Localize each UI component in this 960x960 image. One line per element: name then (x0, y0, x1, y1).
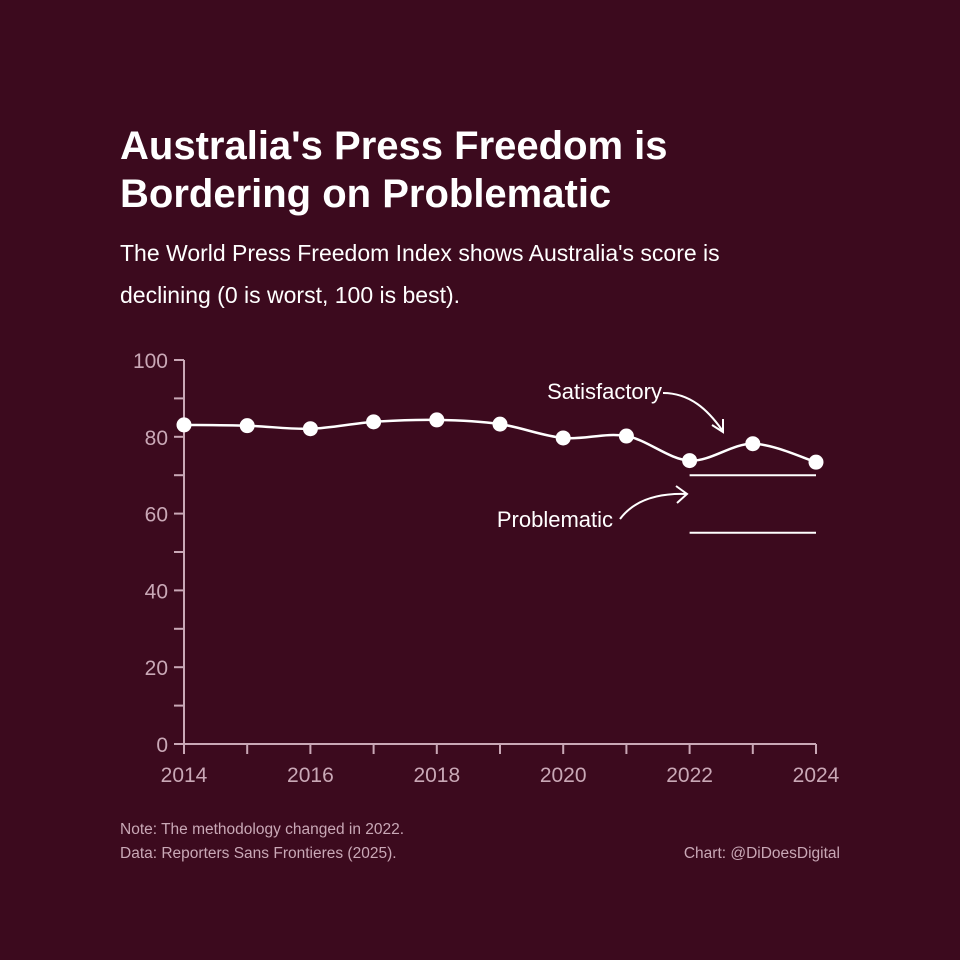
chart-subtitle-line-1: The World Press Freedom Index shows Aust… (120, 240, 720, 266)
chart-title-line-1: Australia's Press Freedom is (120, 124, 668, 168)
y-tick-label-80: 80 (145, 427, 168, 450)
data-point-2016 (302, 421, 318, 437)
data-point-2024 (808, 454, 824, 470)
x-tick-label-2018: 2018 (413, 764, 460, 787)
chart-title-line-2: Bordering on Problematic (120, 172, 612, 216)
data-point-2014 (176, 417, 192, 433)
data-point-2023 (745, 436, 761, 452)
chart-subtitle-line-2: declining (0 is worst, 100 is best). (120, 282, 461, 308)
data-point-2017 (366, 414, 382, 430)
series (176, 412, 824, 470)
y-tick-label-20: 20 (145, 657, 168, 680)
x-tick-label-2016: 2016 (287, 764, 334, 787)
x-tick-label-2022: 2022 (666, 764, 713, 787)
annotation-problematic: Problematic (497, 507, 613, 532)
series-line (183, 418, 817, 464)
data-point-2019 (492, 416, 508, 432)
annotation-satisfactory: Satisfactory (547, 379, 662, 404)
x-tick-label-2020: 2020 (540, 764, 587, 787)
chart-credit: Chart: @DiDoesDigital (683, 845, 840, 862)
chart-subtitle: The World Press Freedom Index shows Aust… (120, 232, 820, 316)
y-tick-label-100: 100 (133, 350, 168, 373)
footer-notes: Note: The methodology changed in 2022. D… (120, 818, 404, 866)
arrow-problematic-curve (619, 492, 687, 520)
thresholds (689, 474, 816, 534)
arrow-satisfactory-head (711, 419, 724, 434)
y-tick-label-0: 0 (156, 734, 168, 757)
data-point-2018 (429, 412, 445, 428)
annotations: Satisfactory Problematic (497, 379, 724, 532)
x-tick-label-2024: 2024 (793, 764, 840, 787)
arrow-satisfactory-curve (662, 392, 723, 431)
x-tick-label-2014: 2014 (161, 764, 208, 787)
data-source: Data: Reporters Sans Frontieres (2025). (120, 845, 397, 862)
data-point-2015 (239, 418, 255, 434)
methodology-note: Note: The methodology changed in 2022. (120, 821, 405, 838)
data-point-2022 (682, 453, 698, 469)
data-point-2020 (555, 430, 571, 446)
data-point-2021 (618, 428, 634, 444)
arrow-problematic-head (675, 485, 689, 504)
y-tick-label-40: 40 (145, 580, 168, 603)
chart-title: Australia's Press Freedom is Bordering o… (120, 122, 840, 218)
axes: 0 20 40 60 80 100 2014 2016 2018 2020 2022 2024 (133, 350, 840, 787)
y-tick-label-60: 60 (145, 504, 168, 527)
